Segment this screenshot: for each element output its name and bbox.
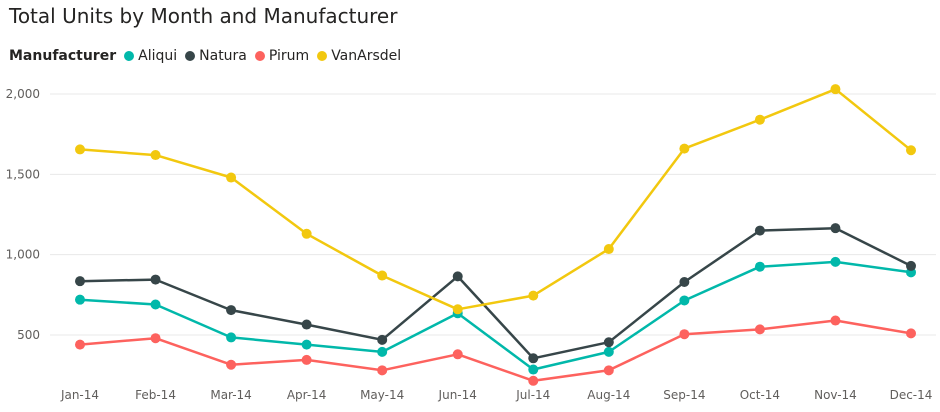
- legend-label-aliqui: Aliqui: [138, 48, 178, 64]
- x-tick-label: Jul-14: [515, 388, 550, 402]
- legend-item-natura[interactable]: Natura: [185, 48, 247, 64]
- data-point-vanarsdel[interactable]: [301, 228, 312, 239]
- data-point-aliqui[interactable]: [528, 364, 539, 375]
- data-point-vanarsdel[interactable]: [226, 172, 237, 183]
- data-point-aliqui[interactable]: [679, 295, 690, 306]
- series-line-aliqui: [79, 260, 912, 371]
- x-tick-label: Aug-14: [587, 388, 630, 402]
- data-point-vanarsdel[interactable]: [906, 145, 916, 156]
- data-point-pirum[interactable]: [452, 349, 463, 360]
- x-tick-label: Oct-14: [740, 388, 780, 402]
- data-point-natura[interactable]: [377, 334, 388, 345]
- data-point-natura[interactable]: [679, 276, 690, 287]
- data-point-pirum[interactable]: [679, 329, 690, 340]
- data-point-vanarsdel[interactable]: [603, 244, 614, 255]
- data-point-aliqui[interactable]: [75, 294, 85, 305]
- legend-marker-pirum: [254, 51, 265, 61]
- chart-title: Total Units by Month and Manufacturer: [9, 4, 398, 28]
- data-point-natura[interactable]: [226, 305, 237, 316]
- data-point-aliqui[interactable]: [226, 332, 237, 343]
- x-tick-label: May-14: [360, 388, 404, 402]
- data-point-natura[interactable]: [754, 225, 765, 236]
- data-point-pirum[interactable]: [830, 315, 841, 326]
- data-point-aliqui[interactable]: [301, 339, 312, 350]
- data-point-pirum[interactable]: [603, 365, 614, 376]
- data-point-pirum[interactable]: [377, 365, 388, 376]
- legend-title: Manufacturer: [9, 48, 117, 64]
- y-tick-label: 1,500: [6, 167, 40, 181]
- legend: Manufacturer Aliqui Natura Pirum VanArsd…: [9, 46, 409, 66]
- legend-label-vanarsdel: VanArsdel: [331, 48, 402, 64]
- data-point-vanarsdel[interactable]: [377, 270, 388, 281]
- legend-label-pirum: Pirum: [268, 48, 310, 64]
- data-point-natura[interactable]: [906, 260, 916, 271]
- data-point-aliqui[interactable]: [150, 299, 161, 310]
- data-point-pirum[interactable]: [528, 375, 539, 386]
- y-tick-label: 2,000: [6, 87, 40, 101]
- x-tick-label: Mar-14: [210, 388, 251, 402]
- data-point-pirum[interactable]: [226, 359, 237, 370]
- legend-marker-natura: [185, 51, 196, 61]
- data-point-aliqui[interactable]: [377, 346, 388, 357]
- data-point-natura[interactable]: [603, 337, 614, 348]
- y-tick-label: 500: [17, 328, 40, 342]
- data-point-vanarsdel[interactable]: [830, 84, 841, 95]
- data-point-pirum[interactable]: [301, 354, 312, 365]
- series-line-pirum: [79, 319, 912, 383]
- x-tick-label: Jun-14: [438, 388, 477, 402]
- x-tick-label: Dec-14: [890, 388, 933, 402]
- data-point-pirum[interactable]: [906, 328, 916, 339]
- data-point-natura[interactable]: [301, 319, 312, 330]
- data-point-vanarsdel[interactable]: [754, 114, 765, 125]
- data-point-natura[interactable]: [528, 353, 539, 364]
- series-line-natura: [79, 226, 912, 360]
- series-line-vanarsdel: [79, 87, 912, 311]
- legend-item-vanarsdel[interactable]: VanArsdel: [317, 48, 401, 64]
- legend-label-natura: Natura: [199, 48, 247, 64]
- data-point-natura[interactable]: [830, 223, 841, 234]
- legend-item-pirum[interactable]: Pirum: [254, 48, 310, 64]
- x-tick-label: Nov-14: [814, 388, 857, 402]
- data-point-vanarsdel[interactable]: [75, 144, 85, 155]
- x-tick-label: Jan-14: [60, 388, 99, 402]
- x-tick-label: Apr-14: [287, 388, 327, 402]
- x-tick-label: Feb-14: [135, 388, 176, 402]
- data-point-aliqui[interactable]: [603, 346, 614, 357]
- data-point-vanarsdel[interactable]: [150, 150, 161, 161]
- data-point-aliqui[interactable]: [754, 261, 765, 272]
- data-point-vanarsdel[interactable]: [452, 304, 463, 315]
- legend-marker-vanarsdel: [317, 51, 328, 61]
- data-point-natura[interactable]: [150, 274, 161, 285]
- data-point-aliqui[interactable]: [830, 256, 841, 267]
- data-point-vanarsdel[interactable]: [679, 143, 690, 154]
- data-point-natura[interactable]: [75, 276, 85, 287]
- legend-item-aliqui[interactable]: Aliqui: [124, 48, 177, 64]
- data-point-natura[interactable]: [452, 271, 463, 282]
- y-tick-label: 1,000: [6, 248, 40, 262]
- data-point-pirum[interactable]: [75, 339, 85, 350]
- data-point-vanarsdel[interactable]: [528, 290, 539, 301]
- legend-marker-aliqui: [124, 51, 135, 61]
- x-tick-label: Sep-14: [663, 388, 705, 402]
- data-point-pirum[interactable]: [150, 333, 161, 344]
- data-point-pirum[interactable]: [754, 324, 765, 335]
